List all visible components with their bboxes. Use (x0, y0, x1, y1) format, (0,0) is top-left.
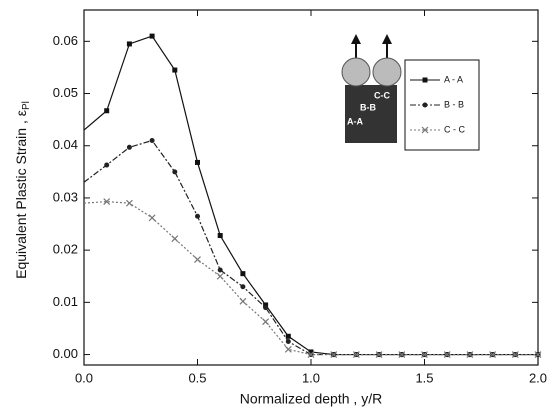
y-axis-title-main: Equivalent Plastic Strain , ε (13, 110, 29, 279)
y-tick-label: 0.06 (53, 33, 78, 48)
marker (240, 271, 246, 277)
marker (443, 351, 451, 358)
x-tick-label: 1.0 (302, 370, 320, 385)
marker (195, 159, 200, 165)
x-tick-label: 0.0 (75, 370, 93, 385)
marker (125, 199, 133, 207)
marker (216, 272, 224, 280)
inset-label: C-C (374, 90, 390, 100)
inset-label: B-B (360, 102, 376, 112)
marker (104, 162, 110, 168)
marker (466, 351, 474, 358)
marker (149, 33, 155, 39)
marker (285, 333, 291, 339)
legend-marker (422, 102, 428, 108)
y-tick-label: 0.00 (53, 346, 78, 361)
legend-label: B - B (444, 99, 464, 109)
marker (126, 144, 132, 150)
legend-label: A - A (444, 74, 463, 84)
y-tick-label: 0.04 (53, 137, 78, 152)
y-tick-label: 0.05 (53, 85, 78, 100)
marker (195, 213, 200, 219)
marker (172, 67, 178, 73)
x-tick-label: 0.5 (188, 370, 206, 385)
inset-block (345, 85, 397, 143)
legend-marker (421, 126, 429, 134)
marker (194, 256, 201, 263)
marker (126, 41, 132, 47)
inset-arrowhead (351, 34, 361, 44)
marker (284, 345, 292, 353)
y-tick-label: 0.02 (53, 242, 78, 257)
marker (511, 351, 519, 358)
series-line (83, 139, 538, 356)
y-axis-title: Equivalent Plastic Strain , εPl (13, 101, 32, 279)
marker (104, 108, 110, 114)
marker (285, 339, 291, 345)
marker (149, 138, 155, 144)
series-line (83, 200, 538, 356)
y-tick-label: 0.01 (53, 294, 78, 309)
x-axis-title: Normalized depth , y/R (240, 391, 382, 407)
marker (421, 351, 428, 358)
legend-marker (422, 77, 428, 83)
marker (171, 235, 179, 243)
inset-ball (372, 57, 402, 87)
inset-ball (341, 57, 371, 87)
marker (217, 233, 223, 239)
marker (103, 198, 111, 206)
marker (217, 267, 223, 273)
inset-arrowhead (382, 34, 392, 44)
marker (489, 351, 497, 358)
inset-label: A-A (347, 116, 363, 126)
marker (534, 351, 542, 358)
marker (263, 302, 269, 308)
legend-label: C - C (444, 124, 465, 134)
marker (375, 351, 383, 358)
marker (239, 297, 247, 305)
marker (240, 284, 246, 290)
y-axis-title-sub: Pl (21, 101, 32, 110)
marker (352, 351, 360, 358)
marker (398, 351, 406, 358)
marker (307, 351, 315, 358)
y-tick-label: 0.03 (53, 189, 78, 204)
legend-box (404, 59, 480, 151)
marker (148, 214, 156, 222)
marker (263, 305, 269, 311)
marker (262, 318, 270, 326)
marker (308, 349, 314, 355)
marker (172, 169, 178, 175)
inset-diagram: C-C B-B A-A (341, 34, 402, 143)
x-tick-label: 2.0 (529, 370, 547, 385)
marker (330, 351, 338, 358)
x-tick-label: 1.5 (415, 370, 433, 385)
